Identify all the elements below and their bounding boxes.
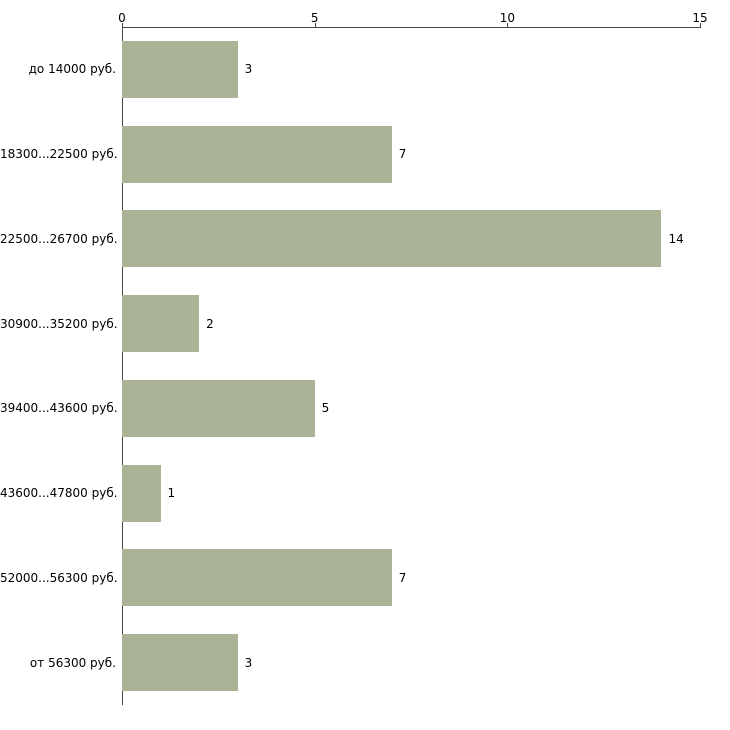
x-tick-mark <box>700 23 701 28</box>
bar <box>122 549 392 607</box>
bar-track: 7 <box>122 112 700 197</box>
bar-track: 5 <box>122 366 700 451</box>
bar <box>122 40 238 98</box>
bar-track: 3 <box>122 620 700 705</box>
chart-row: до 14000 руб. 3 <box>0 27 700 112</box>
bar-value-label: 14 <box>668 231 684 246</box>
category-label: 22500...26700 руб. <box>0 231 118 246</box>
plot-area-border <box>122 27 700 705</box>
category-label: от 56300 руб. <box>29 655 116 670</box>
category-label: 30900...35200 руб. <box>0 316 118 331</box>
bar-value-label: 2 <box>206 316 214 331</box>
bar <box>122 634 238 692</box>
bar <box>122 210 662 268</box>
bar-track: 1 <box>122 451 700 536</box>
bar <box>122 295 200 353</box>
category-label: 43600...47800 руб. <box>0 486 118 501</box>
chart-row: от 56300 руб. 3 <box>0 620 700 705</box>
bar <box>122 379 315 437</box>
bar-track: 7 <box>122 536 700 621</box>
chart-row: 43600...47800 руб. 1 <box>0 451 700 536</box>
category-label: 18300...22500 руб. <box>0 147 118 162</box>
bar-value-label: 3 <box>244 62 253 77</box>
x-tick-mark <box>122 23 123 28</box>
category-label: до 14000 руб. <box>28 62 116 77</box>
bar <box>122 464 161 522</box>
bar-value-label: 5 <box>321 401 330 416</box>
chart-row: 39400...43600 руб. 5 <box>0 366 700 451</box>
x-tick-label: 10 <box>499 11 515 25</box>
x-tick-mark <box>314 23 316 28</box>
x-tick-label: 5 <box>310 11 319 25</box>
chart-row: 52000...56300 руб. 7 <box>0 536 700 621</box>
bar <box>122 125 392 183</box>
chart-row: 30900...35200 руб. 2 <box>0 281 700 366</box>
category-label: 52000...56300 руб. <box>0 570 118 585</box>
x-tick-label: 15 <box>692 11 708 25</box>
chart-row: 22500...26700 руб. 14 <box>0 197 700 282</box>
bar-track: 3 <box>122 27 700 112</box>
x-tick-label: 0 <box>118 11 126 25</box>
x-tick-mark <box>507 23 509 28</box>
bar-value-label: 3 <box>244 655 253 670</box>
bar-track: 14 <box>122 197 700 282</box>
chart-row: 18300...22500 руб. 7 <box>0 112 700 197</box>
bar-track: 2 <box>122 281 700 366</box>
chart-rows: до 14000 руб. 3 18300...22500 руб. 7 22500..… <box>0 27 700 705</box>
bar-value-label: 7 <box>398 147 407 162</box>
bar-value-label: 1 <box>167 486 176 501</box>
bar-value-label: 7 <box>398 570 407 585</box>
category-label: 39400...43600 руб. <box>0 401 118 416</box>
